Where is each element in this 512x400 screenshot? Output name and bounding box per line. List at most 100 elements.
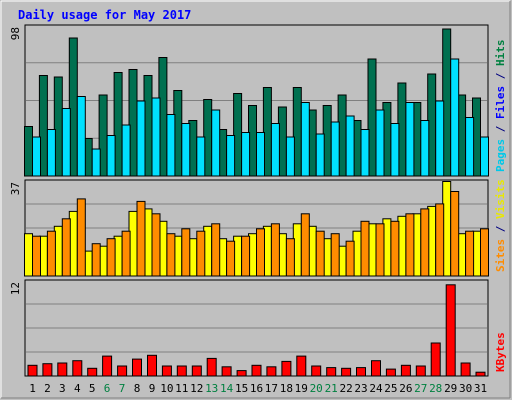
- bar-pages: [256, 132, 265, 177]
- bar-pages: [465, 117, 475, 177]
- x-tick-label: 10: [160, 382, 173, 395]
- bar-kbytes: [176, 365, 187, 377]
- bar-kbytes: [72, 360, 83, 377]
- x-tick-label: 11: [175, 382, 188, 395]
- legend-entry: Visits: [494, 179, 507, 219]
- bar-sites: [480, 228, 489, 277]
- series-visits: [24, 181, 481, 277]
- bar-sites: [241, 235, 251, 277]
- bar-pages: [330, 121, 340, 177]
- legend: KBytes: [494, 332, 507, 372]
- bar-pages: [166, 114, 176, 177]
- bar-sites: [181, 228, 191, 277]
- bar-sites: [330, 233, 340, 277]
- bar-pages: [106, 135, 116, 177]
- bar-sites: [465, 230, 475, 277]
- bar-kbytes: [385, 368, 396, 377]
- bar-kbytes: [87, 367, 98, 377]
- x-tick-label: 16: [250, 382, 263, 395]
- x-tick-label: 27: [414, 382, 427, 395]
- bar-sites: [300, 213, 310, 277]
- legend-entry: Hits: [494, 40, 507, 67]
- x-tick-label: 13: [205, 382, 218, 395]
- bar-pages: [241, 132, 251, 177]
- bar-sites: [211, 223, 221, 277]
- x-tick-label: 5: [89, 382, 96, 395]
- x-tick-label: 25: [384, 382, 397, 395]
- legend-entry: Pages: [494, 139, 507, 172]
- bar-kbytes: [296, 355, 307, 377]
- series-sites: [32, 191, 489, 277]
- x-tick-label: 1: [29, 382, 36, 395]
- y-max-label: 37: [9, 182, 22, 195]
- legend-entry: /: [494, 219, 507, 239]
- bar-kbytes: [161, 365, 172, 377]
- x-tick-label: 19: [295, 382, 308, 395]
- bar-pages: [91, 148, 101, 177]
- bar-pages: [420, 120, 430, 177]
- bar-pages: [345, 115, 355, 177]
- x-tick-label: 12: [190, 382, 203, 395]
- bar-sites: [390, 220, 400, 277]
- bar-kbytes: [251, 364, 262, 377]
- bar-hits: [113, 72, 123, 177]
- x-axis-labels: 1 2 3 4 5 6 7 8 9 10 11 12 13 14 15 16 17 18 19 20 21 22 23 24 2…: [29, 382, 487, 395]
- x-tick-label: 7: [119, 382, 126, 395]
- bar-kbytes: [147, 354, 157, 377]
- bar-kbytes: [236, 370, 247, 377]
- bar-sites: [76, 198, 86, 277]
- bar-sites: [435, 203, 445, 277]
- bar-kbytes: [341, 367, 352, 377]
- panel-middle: 37 Sites / Visits: [9, 179, 507, 277]
- bar-pages: [315, 133, 325, 177]
- bar-pages: [435, 100, 445, 177]
- x-tick-label: 17: [265, 382, 278, 395]
- bar-sites: [121, 230, 131, 277]
- bar-hits: [38, 75, 48, 177]
- bar-pages: [270, 123, 280, 177]
- x-tick-label: 6: [104, 382, 111, 395]
- bar-pages: [300, 102, 310, 177]
- bar-pages: [405, 102, 415, 177]
- bar-sites: [345, 240, 355, 277]
- bar-pages: [61, 108, 71, 177]
- bar-pages: [181, 123, 191, 177]
- x-tick-label: 8: [134, 382, 141, 395]
- bar-pages: [390, 123, 400, 177]
- x-tick-label: 18: [280, 382, 293, 395]
- x-tick-label: 31: [474, 382, 487, 395]
- bar-kbytes: [221, 366, 232, 377]
- x-tick-label: 28: [429, 382, 442, 395]
- bar-sites: [46, 230, 56, 277]
- bar-sites: [420, 208, 430, 277]
- bar-sites: [405, 213, 415, 277]
- legend-entry: Files: [494, 86, 507, 119]
- bar-sites: [106, 238, 116, 277]
- x-tick-label: 2: [44, 382, 51, 395]
- bar-pages: [450, 58, 460, 177]
- x-tick-label: 24: [369, 382, 383, 395]
- bar-pages: [285, 136, 295, 177]
- panel-bottom: 12 KBytes: [9, 279, 507, 377]
- bar-pages: [32, 136, 41, 177]
- bar-kbytes: [57, 362, 68, 377]
- bar-kbytes: [191, 365, 202, 377]
- x-tick-label: 30: [459, 382, 472, 395]
- series-hits: [24, 28, 481, 177]
- bar-pages: [136, 100, 146, 177]
- x-tick-label: 21: [325, 382, 338, 395]
- bar-kbytes: [371, 360, 381, 377]
- legend: Pages / Files / Hits: [494, 40, 507, 173]
- y-max-label: 12: [9, 282, 22, 295]
- bar-pages: [360, 129, 370, 177]
- panel-top: 98 Pages / Files / Hits: [9, 24, 507, 177]
- legend-entry: /: [494, 119, 507, 139]
- bar-pages: [151, 97, 161, 177]
- chart-title: Daily usage for May 2017: [18, 8, 191, 22]
- bar-sites: [136, 200, 146, 277]
- x-tick-label: 29: [444, 382, 457, 395]
- bar-visits: [24, 233, 33, 277]
- legend-entry: /: [494, 66, 507, 86]
- bar-sites: [285, 238, 295, 277]
